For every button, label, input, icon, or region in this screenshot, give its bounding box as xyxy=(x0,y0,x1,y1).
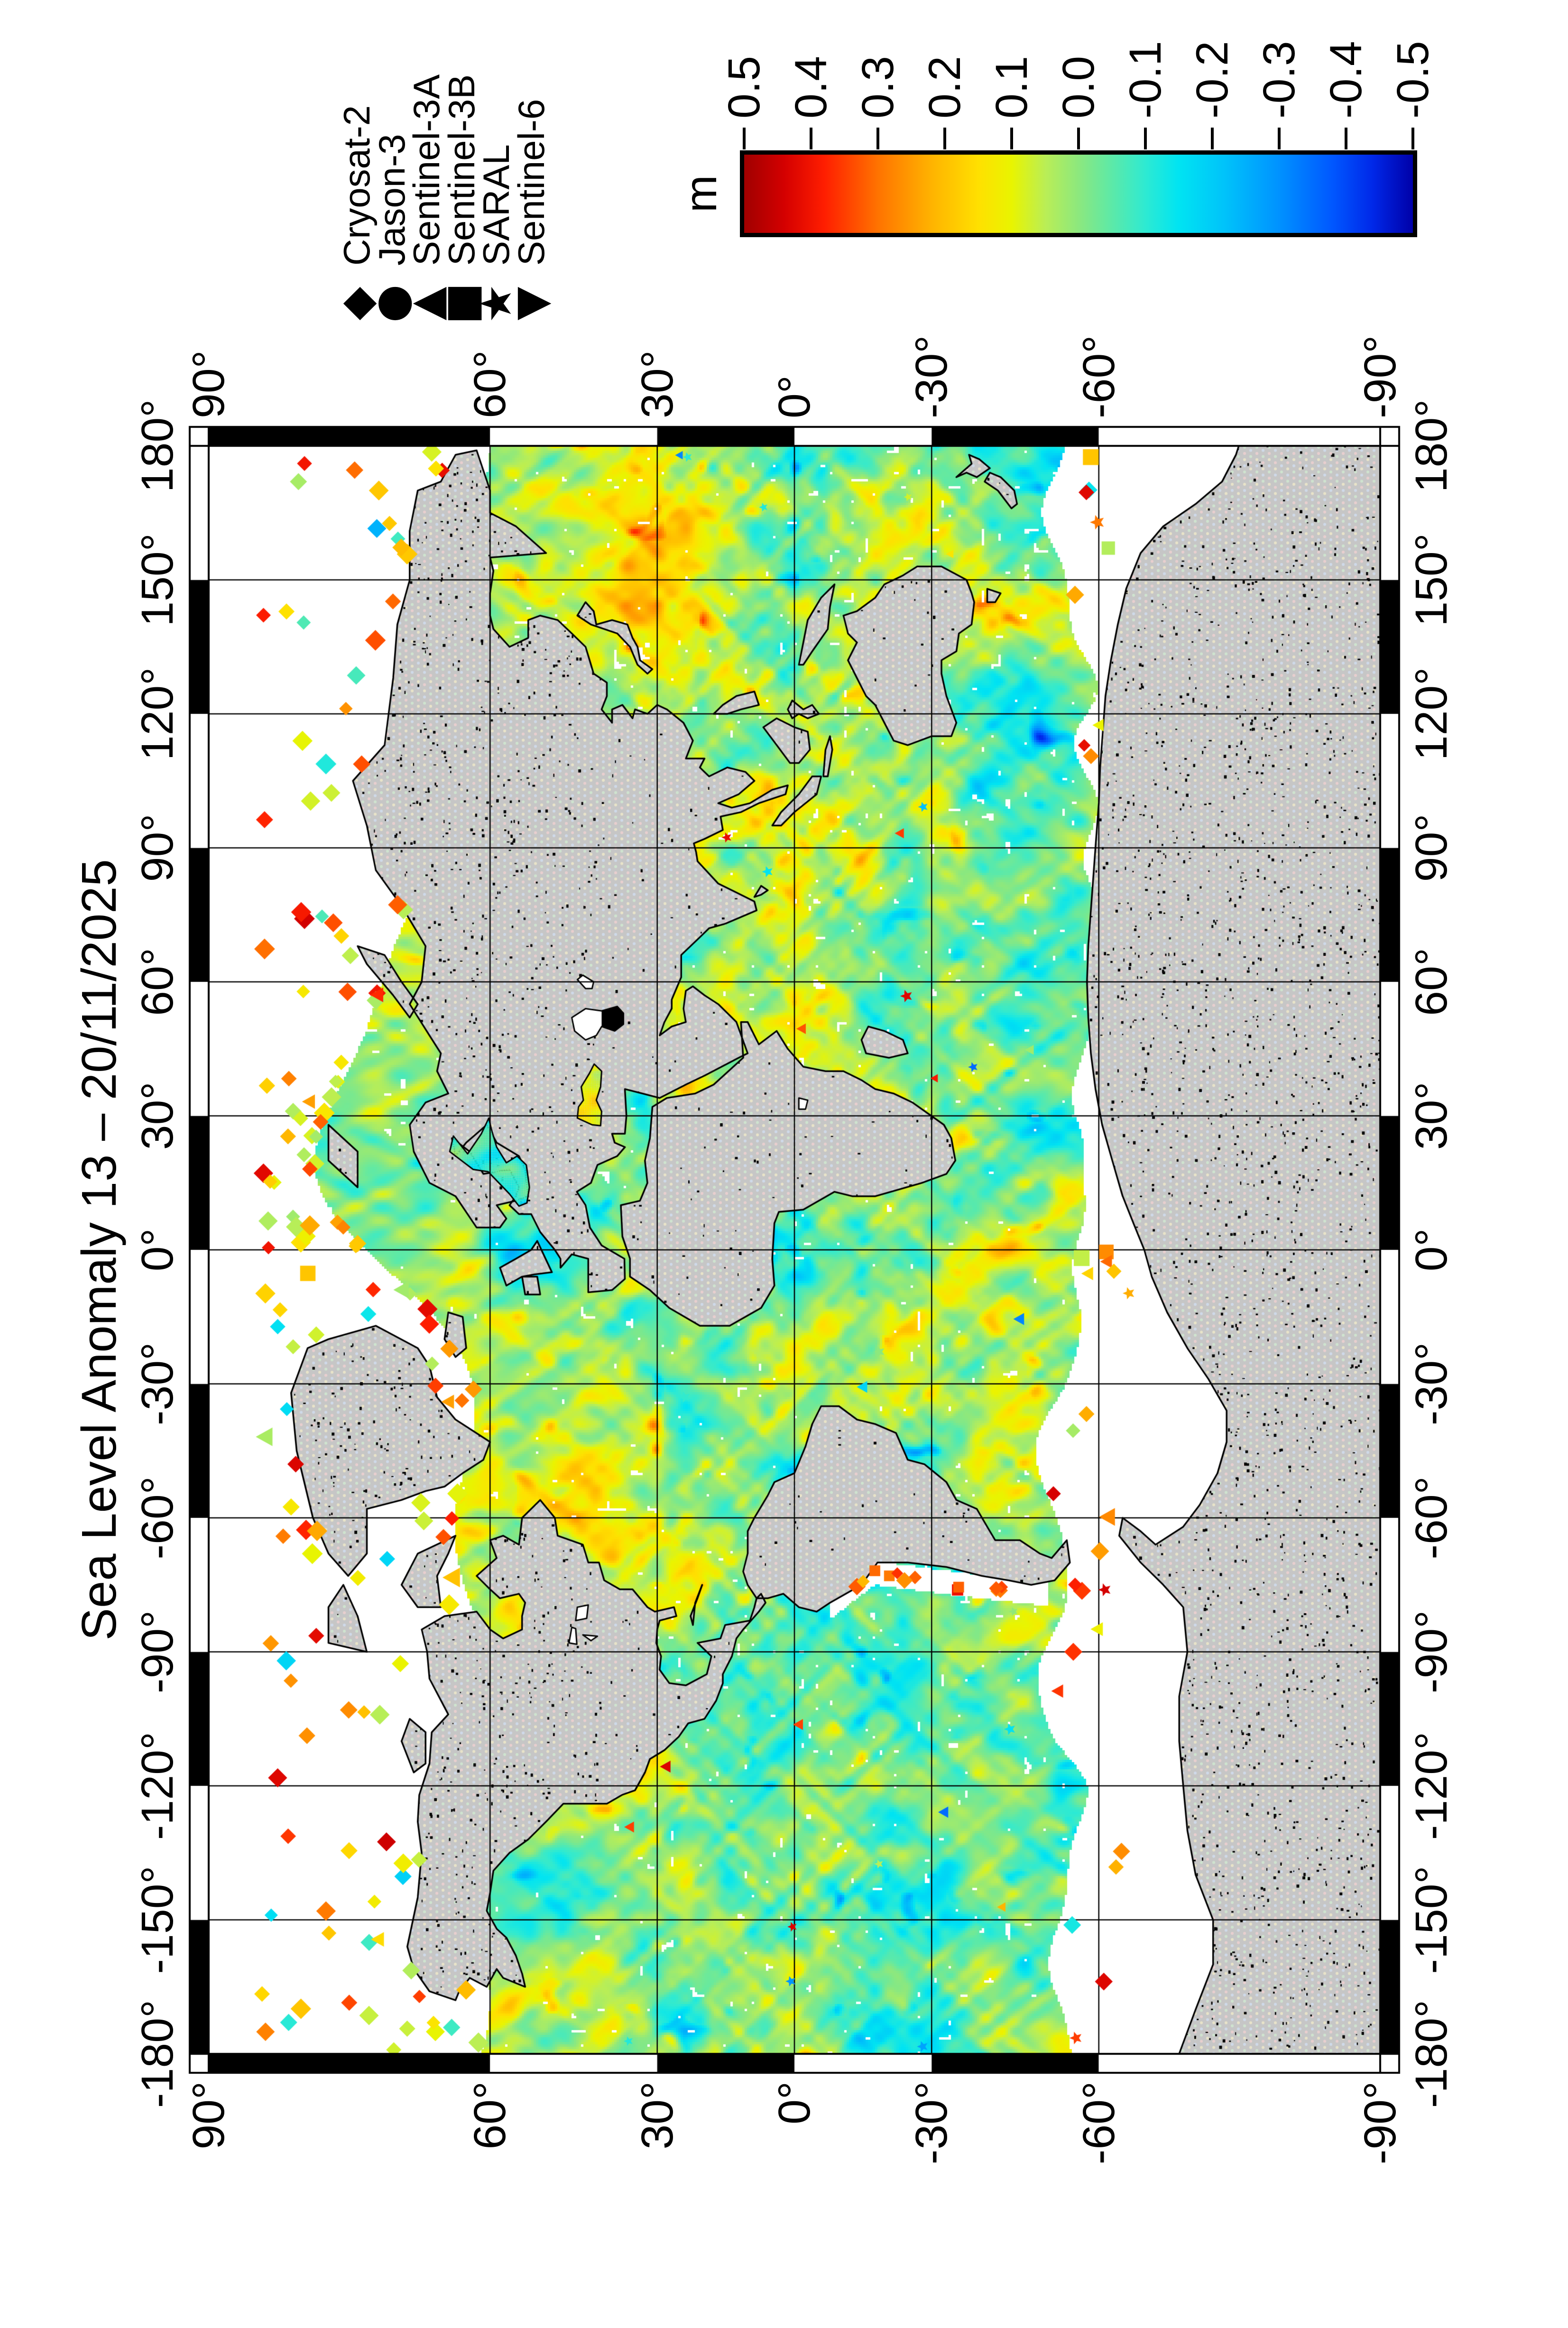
colorbar-tick xyxy=(1211,128,1214,149)
lon-tick-label-bottom: 180° xyxy=(1406,399,1457,493)
colorbar-tick-label: 0.5 xyxy=(719,55,769,119)
legend-entry: ▼ Sentinel-6 xyxy=(505,99,556,342)
lat-tick-label-left: 0° xyxy=(769,2081,820,2125)
lat-tick-label-left: 30° xyxy=(632,2081,683,2150)
lat-tick-label-left: 60° xyxy=(465,2081,516,2150)
legend-label: Jason-3 xyxy=(370,134,413,266)
colorbar-tick xyxy=(743,128,746,149)
colorbar-tick-label: 0.3 xyxy=(853,55,903,119)
colorbar-unit-label: m xyxy=(676,175,726,213)
colorbar-tick xyxy=(1411,128,1414,149)
world-map-image xyxy=(171,408,1418,2092)
lat-tick-label-right: 60° xyxy=(465,350,516,418)
colorbar-tick-label: 0.0 xyxy=(1053,55,1104,119)
colorbar-tick-label: -0.2 xyxy=(1187,41,1237,119)
colorbar-tick-label: -0.3 xyxy=(1254,41,1304,119)
colorbar-tick-label: -0.1 xyxy=(1120,41,1171,119)
colorbar-tick xyxy=(1077,128,1080,149)
colorbar-tick-label: 0.1 xyxy=(987,55,1037,119)
legend-label: Cryosat-2 xyxy=(336,105,378,266)
colorbar-tick-label: 0.4 xyxy=(786,55,836,119)
lat-tick-label-left: -30° xyxy=(906,2081,957,2165)
colorbar-tick-label: 0.2 xyxy=(920,55,970,119)
lat-tick-label-left: 90° xyxy=(184,2081,234,2150)
figure: Sea Level Anomaly 13 – 20/11/2025 ◆ Cryos… xyxy=(72,41,1457,2165)
colorbar-tick xyxy=(1010,128,1013,149)
colorbar-tick xyxy=(1278,128,1281,149)
colorbar-tick xyxy=(876,128,879,149)
legend-triangle-down-icon: ▼ xyxy=(505,286,556,321)
colorbar-tick xyxy=(1345,128,1347,149)
lat-tick-label-right: 90° xyxy=(184,350,234,418)
lat-tick-label-right: -30° xyxy=(906,335,957,418)
lon-tick-label-top: 180° xyxy=(132,399,183,493)
legend-label: Sentinel-3A xyxy=(406,74,447,266)
colorbar-tick-label: -0.5 xyxy=(1388,41,1438,119)
lat-tick-label-right: -60° xyxy=(1073,335,1124,418)
colorbar-tick xyxy=(1144,128,1147,149)
colorbar-tick xyxy=(810,128,812,149)
lat-tick-label-left: -90° xyxy=(1355,2081,1405,2165)
legend-label: Sentinel-6 xyxy=(510,99,552,266)
lat-tick-label-right: -90° xyxy=(1355,335,1405,418)
lat-tick-label-right: 0° xyxy=(769,375,820,418)
colorbar-tick-label: -0.4 xyxy=(1321,41,1371,119)
lat-tick-label-left: -60° xyxy=(1073,2081,1124,2165)
lat-tick-label-right: 30° xyxy=(632,350,683,418)
colorbar-tick xyxy=(943,128,946,149)
figure-title: Sea Level Anomaly 13 – 20/11/2025 xyxy=(72,859,126,1641)
